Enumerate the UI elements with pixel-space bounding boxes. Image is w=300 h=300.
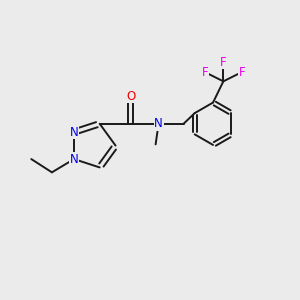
Text: O: O <box>126 90 135 103</box>
Text: N: N <box>70 153 78 166</box>
Text: N: N <box>70 126 78 139</box>
Text: F: F <box>202 66 208 79</box>
Text: N: N <box>154 117 163 130</box>
Text: F: F <box>238 66 245 79</box>
Text: F: F <box>220 56 227 69</box>
